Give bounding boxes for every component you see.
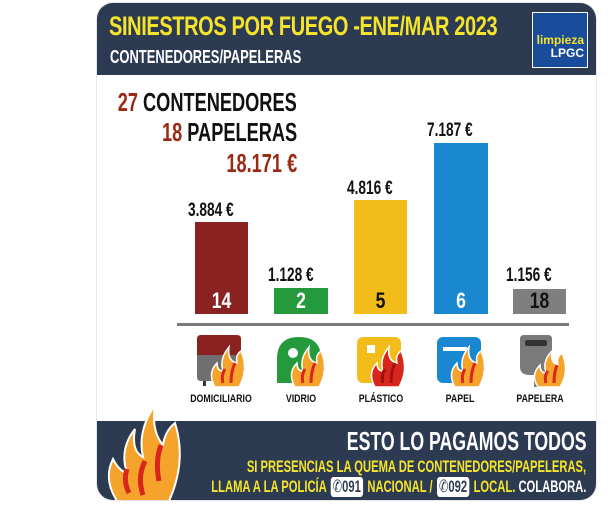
contenedores-count: 27 [117,87,139,117]
contenedores-summary: 27 CONTENEDORES [118,87,297,118]
phone-national-number: 091 [341,477,361,496]
phone-local-number: 092 [448,477,467,496]
logo-line-2: LPGC [550,46,584,60]
big-fire-icon [107,404,181,500]
bar-count: 2 [296,288,306,313]
category-label: DOMICILIARIO [190,393,252,405]
bar-papel: 6 [434,143,488,314]
contenedores-label: CONTENEDORES [143,87,297,117]
national-label: NACIONAL / [366,477,433,496]
footer-line-2: SI PRESENCIAS LA QUEMA DE CONTENEDORES/P… [246,457,586,476]
plastico-container-fire-icon [357,337,406,388]
subtitle: CONTENEDORES/PAPELERAS [110,47,302,67]
phone-icon: ✆ [332,477,342,496]
bar-cost-label: 1.128 € [267,265,314,286]
bar-cost-label: 7.187 € [426,120,473,141]
domiciliario-container-fire-icon [197,335,246,388]
bar-cost-label: 4.816 € [346,178,393,199]
papelera-bin-fire-icon [520,335,567,388]
footer-headline: ESTO LO PAGAMOS TODOS [346,426,586,456]
papeleras-label: PAPELERAS [187,117,297,147]
logo-line-1: limpieza [536,33,584,47]
bar-papelera: 18 [513,288,566,314]
bar-count: 14 [211,288,232,313]
category-label: VIDRIO [285,393,317,405]
phone-national-badge: ✆091 [330,477,363,497]
header: SINIESTROS POR FUEGO -ENE/MAR 2023 CONTE… [97,3,596,75]
bar-cost-label: 3.884 € [187,200,234,221]
papel-container-fire-icon [437,337,486,388]
papeleras-count: 18 [161,117,183,147]
bar-vidrio: 2 [274,288,328,314]
bar-cost-label: 1.156 € [505,265,552,286]
category-label: PAPELERA [516,393,564,405]
total-cost: 18.171 € [226,148,297,178]
local-label: LOCAL. [473,477,515,496]
closing-text: COLABORA. [518,477,586,496]
x-axis-line [177,323,569,326]
category-label: PLÁSTICO [358,393,404,405]
papeleras-summary: 18 PAPELERAS [162,117,297,148]
bar-count: 18 [529,288,550,313]
limpieza-lpgc-logo: limpieza LPGC [532,12,588,68]
title: SINIESTROS POR FUEGO -ENE/MAR 2023 [109,11,498,41]
vidrio-container-fire-icon [277,337,326,388]
call-police-text: LLAMA A LA POLICÍA [210,477,326,496]
phone-icon: ✆ [438,477,449,496]
bar-count: 6 [456,288,466,313]
bar-count: 5 [375,288,386,313]
phone-local-badge: ✆092 [436,477,469,497]
bar-plastico: 5 [354,200,407,314]
infographic-card: SINIESTROS POR FUEGO -ENE/MAR 2023 CONTE… [97,3,596,500]
bar-domiciliario: 14 [195,222,248,314]
category-label: PAPEL [445,393,475,405]
footer-line-3: LLAMA A LA POLICÍA ✆091 NACIONAL / ✆092 … [211,477,586,497]
